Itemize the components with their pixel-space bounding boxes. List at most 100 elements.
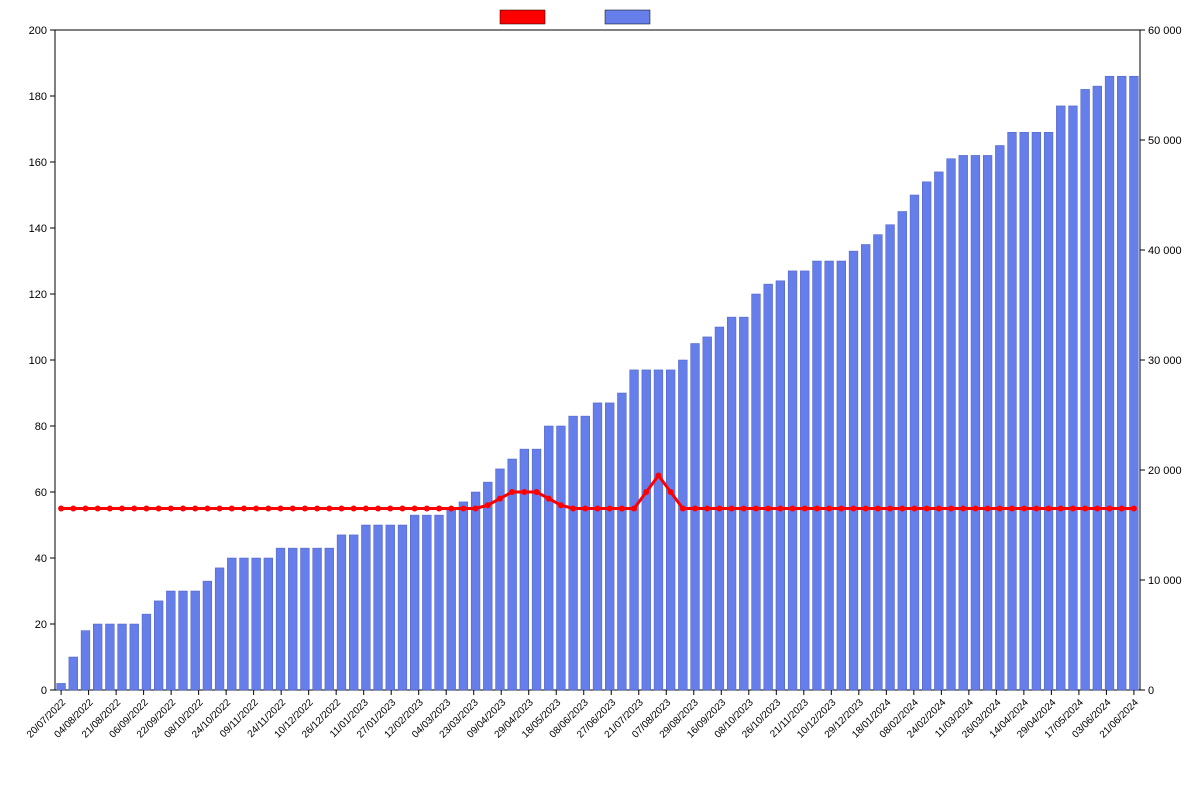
line-marker — [777, 506, 783, 512]
bar — [483, 482, 492, 690]
line-marker — [692, 506, 698, 512]
svg-text:20: 20 — [35, 619, 47, 631]
bar — [410, 515, 419, 690]
line-marker — [875, 506, 881, 512]
bar — [215, 568, 224, 690]
line-marker — [631, 506, 637, 512]
line-marker — [1082, 506, 1088, 512]
line-marker — [582, 506, 588, 512]
bar — [800, 271, 809, 690]
line-marker — [265, 506, 271, 512]
svg-text:80: 80 — [35, 421, 47, 433]
bar — [630, 370, 639, 690]
line-marker — [985, 506, 991, 512]
line-marker — [204, 506, 210, 512]
bar — [764, 284, 773, 690]
line-marker — [119, 506, 125, 512]
bar — [252, 558, 261, 690]
bar — [727, 317, 736, 690]
bar — [581, 416, 590, 690]
bar — [1105, 76, 1114, 690]
bar — [617, 393, 626, 690]
chart-container: 020406080100120140160180200010 00020 000… — [0, 0, 1200, 800]
line-marker — [473, 506, 479, 512]
bar — [81, 631, 90, 690]
bar — [532, 449, 541, 690]
bar — [386, 525, 395, 690]
line-marker — [375, 506, 381, 512]
bar — [374, 525, 383, 690]
bar — [276, 548, 285, 690]
bar — [813, 261, 822, 690]
bar — [496, 469, 505, 690]
svg-text:60: 60 — [35, 487, 47, 499]
line-marker — [753, 506, 759, 512]
line-marker — [351, 506, 357, 512]
line-marker — [1046, 506, 1052, 512]
bar — [910, 195, 919, 690]
bar — [337, 535, 346, 690]
line-marker — [1119, 506, 1125, 512]
bar — [739, 317, 748, 690]
bar — [654, 370, 663, 690]
svg-text:180: 180 — [29, 91, 47, 103]
line-marker — [497, 496, 503, 502]
bar — [179, 591, 188, 690]
bar — [69, 657, 78, 690]
chart-svg: 020406080100120140160180200010 00020 000… — [0, 0, 1200, 800]
line-marker — [326, 506, 332, 512]
bar — [203, 581, 212, 690]
svg-text:140: 140 — [29, 223, 47, 235]
svg-text:0: 0 — [1148, 685, 1154, 697]
bar — [752, 294, 761, 690]
line-marker — [521, 489, 527, 495]
bar — [861, 245, 870, 691]
bar — [105, 624, 114, 690]
bar — [93, 624, 102, 690]
bar — [130, 624, 139, 690]
bar — [1008, 132, 1017, 690]
bar — [57, 683, 66, 690]
line-marker — [960, 506, 966, 512]
svg-text:160: 160 — [29, 157, 47, 169]
bar — [264, 558, 273, 690]
bar — [703, 337, 712, 690]
svg-text:50 000: 50 000 — [1148, 135, 1182, 147]
bar — [898, 212, 907, 691]
line-marker — [1058, 506, 1064, 512]
bar — [788, 271, 797, 690]
bar — [934, 172, 943, 690]
bar — [642, 370, 651, 690]
line-marker — [143, 506, 149, 512]
bar — [1056, 106, 1065, 690]
line-marker — [802, 506, 808, 512]
line-marker — [704, 506, 710, 512]
svg-text:30 000: 30 000 — [1148, 355, 1182, 367]
line-marker — [948, 506, 954, 512]
line-marker — [278, 506, 284, 512]
line-marker — [241, 506, 247, 512]
line-marker — [570, 506, 576, 512]
line-marker — [58, 506, 64, 512]
legend-swatch — [605, 10, 650, 24]
line-marker — [412, 506, 418, 512]
svg-text:20 000: 20 000 — [1148, 465, 1182, 477]
line-marker — [70, 506, 76, 512]
bar — [837, 261, 846, 690]
bar — [947, 159, 956, 690]
line-marker — [619, 506, 625, 512]
line-marker — [424, 506, 430, 512]
line-marker — [899, 506, 905, 512]
line-marker — [911, 506, 917, 512]
line-marker — [338, 506, 344, 512]
bar — [166, 591, 175, 690]
bar — [995, 146, 1004, 691]
bar — [959, 155, 968, 690]
line-marker — [314, 506, 320, 512]
line-marker — [229, 506, 235, 512]
line-marker — [192, 506, 198, 512]
line-marker — [131, 506, 137, 512]
line-marker — [936, 506, 942, 512]
bar — [227, 558, 236, 690]
line-marker — [1009, 506, 1015, 512]
